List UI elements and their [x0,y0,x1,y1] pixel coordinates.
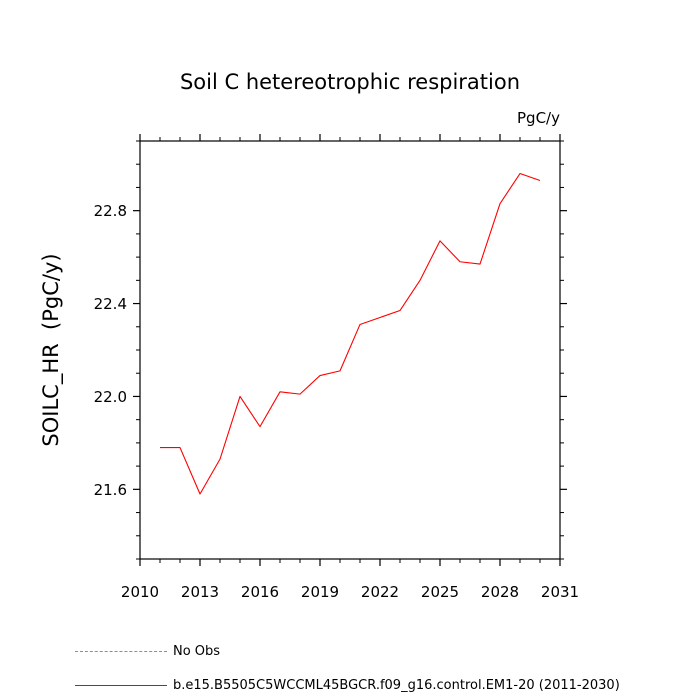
x-tick-label: 2022 [361,583,399,601]
y-tick-label: 21.6 [94,481,127,499]
y-axis-label: SOILC_HR (PgC/y) [39,253,64,446]
y-tick-label: 22.0 [94,388,127,406]
y-tick-label: 22.4 [94,295,127,313]
y-tick-label: 22.8 [94,202,127,220]
series-line [160,172,541,495]
x-tick-label: 2010 [121,583,159,601]
chart-title: Soil C hetereotrophic respiration [180,70,520,94]
series-layer [160,172,541,495]
x-tick-label: 2031 [541,583,579,601]
legend-swatch-dashed [75,650,167,652]
x-tick-label: 2028 [481,583,519,601]
x-tick-label: 2019 [301,583,339,601]
plot-frame [139,140,561,560]
chart-units: PgC/y [517,109,560,127]
legend-item-model: b.e15.B5505C5WCCML45BGCR.f09_g16.control… [75,677,620,693]
x-tick-label: 2016 [241,583,279,601]
x-tick-label: 2025 [421,583,459,601]
legend-swatch-solid [75,684,167,686]
axis-ticks [133,134,567,566]
x-tick-label: 2013 [181,583,219,601]
legend-item-no-obs: No Obs [75,643,220,659]
tick-labels: 2010 2013 2016 2019 2022 2025 2028 2031 21.6 22.0… [94,202,580,601]
legend-label: b.e15.B5505C5WCCML45BGCR.f09_g16.control… [173,677,620,693]
legend-label: No Obs [173,643,221,659]
